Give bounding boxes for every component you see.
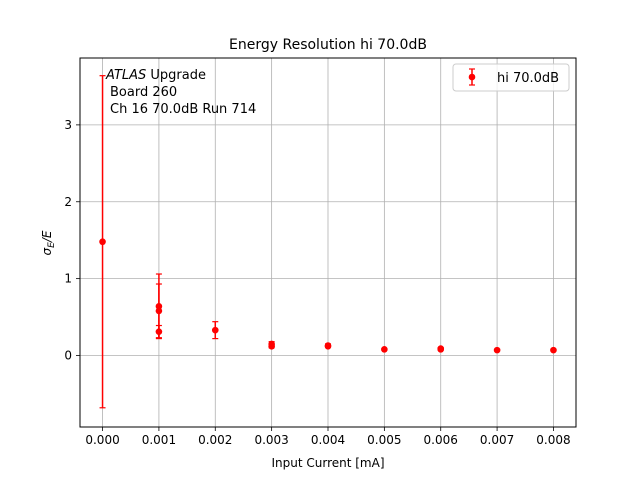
data-point bbox=[381, 346, 388, 353]
x-tick-label: 0.004 bbox=[311, 433, 345, 447]
y-axis-label-tail: /E bbox=[40, 230, 54, 243]
x-tick-label: 0.006 bbox=[424, 433, 458, 447]
data-point bbox=[268, 342, 275, 350]
grid bbox=[80, 58, 576, 427]
annotation-line-3: Ch 16 70.0dB Run 714 bbox=[110, 102, 256, 117]
annotation-atlas: ATLAS bbox=[105, 68, 146, 83]
data-point bbox=[155, 307, 163, 315]
x-tick-label: 0.002 bbox=[198, 433, 232, 447]
x-tick-label: 0.007 bbox=[480, 433, 514, 447]
x-tick-label: 0.008 bbox=[536, 433, 570, 447]
y-axis-label-sigma: σ bbox=[40, 247, 54, 255]
legend-marker bbox=[468, 73, 476, 81]
series-hi bbox=[99, 75, 557, 409]
y-tick-label: 3 bbox=[64, 118, 72, 132]
y-axis-label: σE/E bbox=[40, 230, 57, 255]
annotation: ATLAS Upgrade Board 260 Ch 16 70.0dB Run… bbox=[105, 68, 256, 117]
data-point bbox=[550, 346, 557, 354]
data-point bbox=[155, 328, 163, 335]
y-axis-ticks: 0 1 2 3 bbox=[64, 118, 80, 363]
annotation-upgrade: Upgrade bbox=[146, 68, 206, 83]
y-tick-label: 1 bbox=[64, 272, 72, 286]
y-axis-label-subscript: E bbox=[47, 242, 57, 248]
legend: hi 70.0dB bbox=[452, 63, 570, 92]
data-point bbox=[493, 346, 501, 354]
data-point bbox=[99, 238, 106, 246]
data-point bbox=[437, 346, 445, 353]
x-tick-label: 0.003 bbox=[254, 433, 288, 447]
legend-label: hi 70.0dB bbox=[497, 71, 559, 86]
x-axis-ticks: 0.000 0.001 0.002 0.003 0.004 0.005 0.006 0.007… bbox=[85, 427, 571, 447]
x-tick-label: 0.000 bbox=[85, 433, 119, 447]
annotation-line-2: Board 260 bbox=[110, 85, 177, 100]
x-axis-label: Input Current [mA] bbox=[271, 456, 384, 470]
legend-frame bbox=[452, 63, 570, 92]
y-tick-label: 0 bbox=[64, 349, 72, 363]
x-tick-label: 0.001 bbox=[142, 433, 176, 447]
chart-title: Energy Resolution hi 70.0dB bbox=[229, 37, 427, 53]
data-point bbox=[211, 326, 219, 334]
data-point bbox=[324, 342, 332, 350]
x-tick-label: 0.005 bbox=[367, 433, 401, 447]
y-tick-label: 2 bbox=[64, 195, 72, 209]
annotation-line-1: ATLAS Upgrade bbox=[105, 68, 206, 83]
